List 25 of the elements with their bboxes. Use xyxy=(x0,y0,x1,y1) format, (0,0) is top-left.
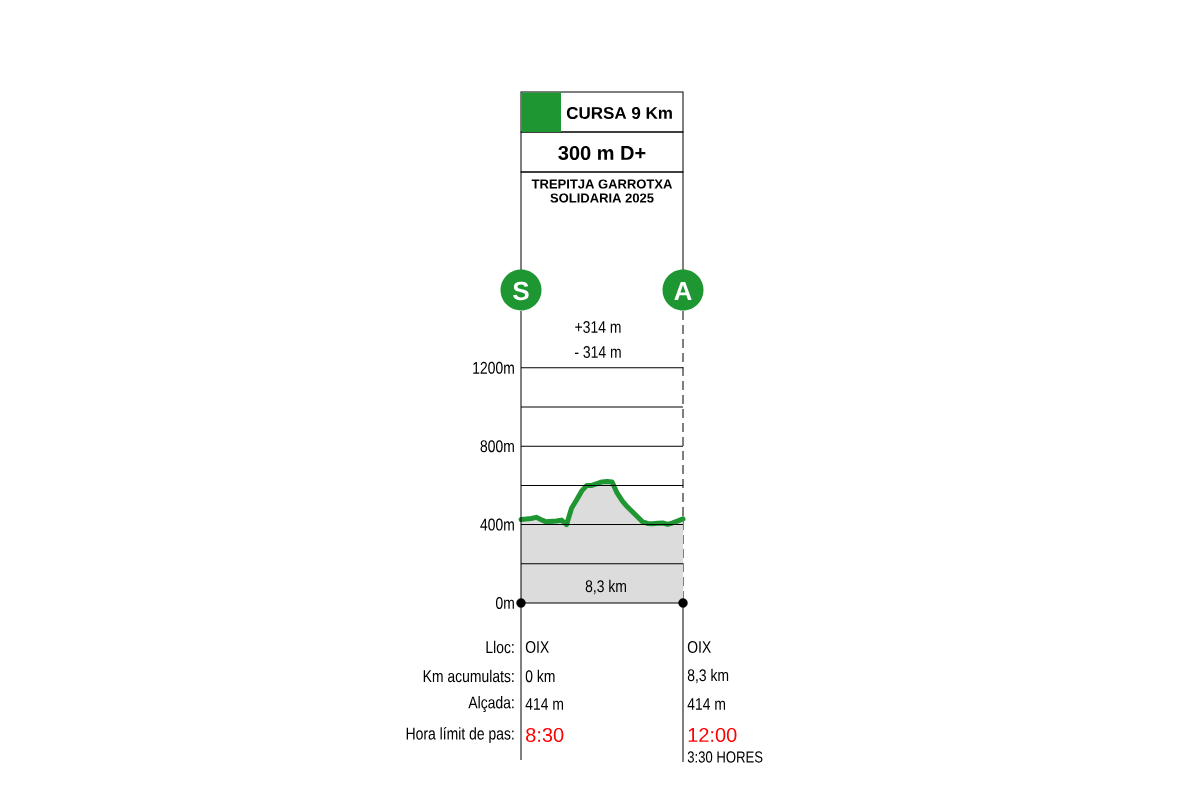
annotation: +314 m xyxy=(575,320,621,334)
y-tick-label: 400m xyxy=(480,518,514,531)
text: Km acumulats: xyxy=(423,669,514,683)
y-tick-label: 0m xyxy=(495,596,514,610)
legend-label: CURSA 9 Km xyxy=(566,106,672,120)
annotation: 8,3 km xyxy=(585,579,626,595)
text: S xyxy=(513,281,529,301)
chart-subtitle: TREPITJA GARROTXA SOLIDARIA 2025 xyxy=(531,179,673,203)
text: 3:30 HORES xyxy=(687,751,763,763)
text: Alçada: xyxy=(468,696,514,712)
text: Hora límit de pas: xyxy=(406,726,514,744)
text: 414 m xyxy=(525,698,564,710)
text: OIX xyxy=(525,640,549,654)
y-tick-label: 800m xyxy=(480,440,514,453)
y-tick-label: 1200m xyxy=(473,361,514,374)
annotation: - 314 m xyxy=(575,345,621,359)
text: 8,3 km xyxy=(687,668,729,684)
text: Lloc: xyxy=(486,640,514,654)
text: 414 m xyxy=(687,698,726,710)
text: 8:30 xyxy=(526,727,564,743)
text: A xyxy=(674,282,692,300)
text: OIX xyxy=(687,640,711,654)
text: 0 km xyxy=(525,669,555,683)
text: 12:00 xyxy=(688,727,737,743)
chart-title: 300 m D+ xyxy=(558,145,646,161)
